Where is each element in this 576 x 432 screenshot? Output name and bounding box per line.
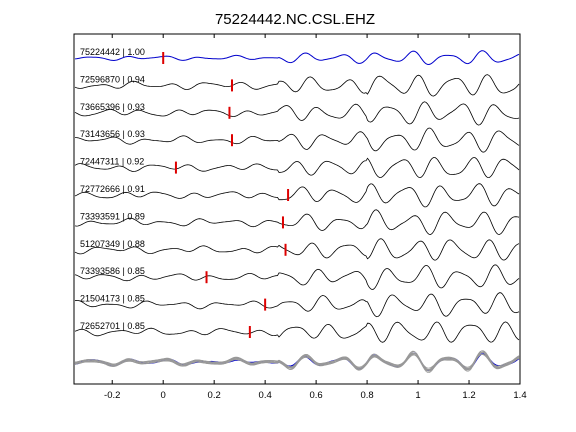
x-tick-label: -0.2 bbox=[104, 390, 120, 401]
trace-row: 21504173 | 0.85 bbox=[74, 292, 520, 318]
trace-row: 73665396 | 0.93 bbox=[74, 101, 520, 126]
trace-label: 72447311 | 0.92 bbox=[80, 157, 144, 167]
stack-trace-line bbox=[75, 352, 520, 370]
x-axis: -0.2 0 0.2 0.4 0.6 0.8 1 1.2 1.4 bbox=[104, 34, 527, 401]
stack-trace-line bbox=[74, 350, 520, 373]
stack-trace-line bbox=[74, 351, 520, 370]
trace-row: 72596870 | 0.94 bbox=[74, 74, 520, 97]
x-tick-label: 0.4 bbox=[259, 390, 272, 401]
x-tick-label: 1 bbox=[415, 390, 420, 401]
waveform-line bbox=[74, 264, 520, 290]
trace-row: 72772666 | 0.91 bbox=[74, 183, 520, 208]
trace-row: 73393586 | 0.85 bbox=[74, 264, 520, 290]
stacked-traces bbox=[74, 350, 520, 373]
trace-label: 73143656 | 0.93 bbox=[80, 129, 145, 139]
x-tick-label: 0 bbox=[161, 390, 166, 401]
waveform-line bbox=[74, 292, 520, 318]
trace-label: 73665396 | 0.93 bbox=[80, 102, 145, 112]
waveform-line bbox=[74, 50, 520, 66]
trace-label: 72772666 | 0.91 bbox=[80, 184, 145, 194]
trace-label: 72652701 | 0.85 bbox=[80, 321, 145, 331]
x-tick-label: 0.6 bbox=[310, 390, 323, 401]
chart-title: 75224442.NC.CSL.EHZ bbox=[215, 11, 375, 28]
waveform-line bbox=[74, 183, 520, 208]
trace-row: 73143656 | 0.93 bbox=[75, 127, 520, 153]
trace-label: 51207349 | 0.88 bbox=[80, 239, 145, 249]
waveform-line bbox=[75, 127, 520, 153]
trace-row: 73393591 | 0.89 bbox=[74, 209, 520, 236]
trace-row: 51207349 | 0.88 bbox=[74, 238, 520, 261]
waveform-line bbox=[74, 101, 520, 126]
x-tick-label: 1.2 bbox=[462, 390, 475, 401]
trace-row: 72652701 | 0.85 bbox=[74, 321, 520, 343]
trace-label: 72596870 | 0.94 bbox=[80, 74, 145, 84]
waveform-line bbox=[74, 74, 520, 97]
plot-frame bbox=[73, 33, 521, 385]
x-tick-label: 0.2 bbox=[208, 390, 221, 401]
trace-label: 21504173 | 0.85 bbox=[80, 294, 145, 304]
trace-row: 75224442 | 1.00 bbox=[74, 47, 520, 66]
trace-label: 75224442 | 1.00 bbox=[80, 47, 145, 57]
trace-label: 73393586 | 0.85 bbox=[80, 266, 145, 276]
waveform-line bbox=[74, 157, 520, 179]
stack-trace-line bbox=[74, 350, 520, 372]
x-tick-label: 0.8 bbox=[360, 390, 373, 401]
waveform-line bbox=[74, 321, 520, 343]
trace-rows: 75224442 | 1.00 72596870 | 0.94 73665396 |… bbox=[74, 47, 520, 343]
waveform-line bbox=[74, 238, 520, 261]
trace-label: 73393591 | 0.89 bbox=[80, 211, 145, 221]
x-tick-label: 1.4 bbox=[513, 390, 526, 401]
trace-row: 72447311 | 0.92 bbox=[74, 157, 520, 179]
waveform-line bbox=[74, 209, 520, 236]
